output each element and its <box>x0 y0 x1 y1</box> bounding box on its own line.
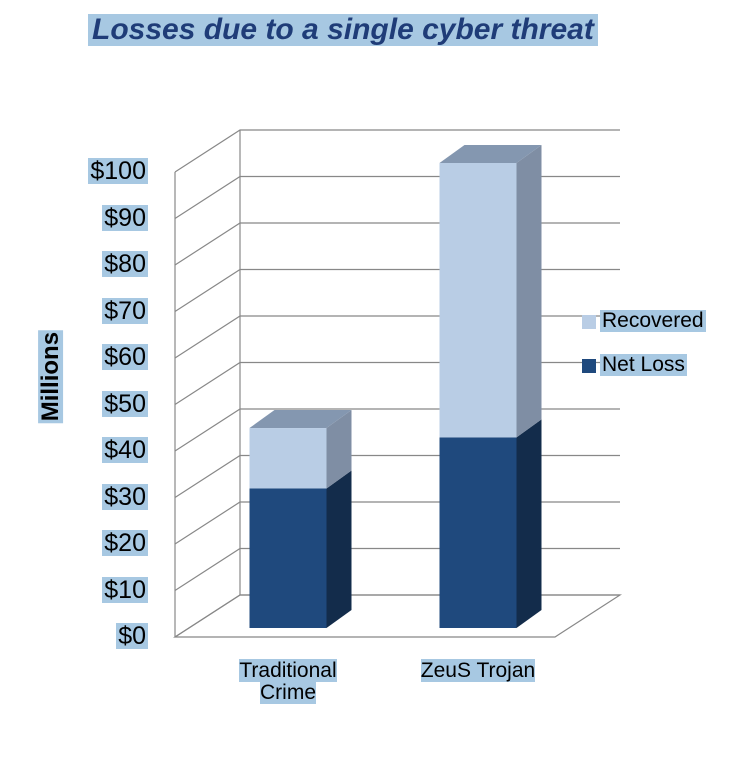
bar-top <box>439 145 542 163</box>
chart-title: Losses due to a single cyber threat <box>88 14 598 46</box>
x-tick-label: Traditional Crime <box>218 659 358 705</box>
y-tick-label: $10 <box>102 575 148 604</box>
y-tick-label: $80 <box>102 250 148 278</box>
floor <box>172 594 623 638</box>
bar <box>249 488 327 628</box>
y-tick-label: $20 <box>102 529 148 557</box>
grid-line <box>174 175 620 220</box>
bar-top <box>249 410 352 429</box>
bar-side <box>516 419 542 628</box>
grid-line <box>174 594 620 638</box>
y-tick-label: $70 <box>102 296 148 325</box>
bar <box>439 437 517 628</box>
x-tick-label: ZeuS Trojan <box>408 659 548 682</box>
grid-line <box>174 501 620 545</box>
y-tick-label: $50 <box>102 389 148 418</box>
y-tick-label: $30 <box>102 482 148 511</box>
grid-line <box>174 268 620 313</box>
y-tick-label: $0 <box>116 622 148 650</box>
bar-side <box>326 410 352 489</box>
grid-line <box>174 129 620 173</box>
y-tick-label: $90 <box>102 203 148 232</box>
y-tick-label: $40 <box>102 436 148 464</box>
legend-label: Recovered <box>600 309 706 333</box>
grid-line <box>174 315 620 359</box>
y-axis-title: Millions <box>37 329 65 424</box>
x-tick-text: ZeuS Trojan <box>420 659 536 682</box>
legend-label: Net Loss <box>600 353 687 377</box>
legend-swatch <box>582 315 596 329</box>
legend-swatch <box>582 359 596 373</box>
bar-side <box>326 470 352 628</box>
x-tick-text: Traditional Crime <box>239 659 337 705</box>
y-tick-label: $100 <box>88 157 148 185</box>
grid-line <box>174 222 620 266</box>
bar <box>439 163 517 438</box>
grid-line <box>174 361 620 406</box>
bar <box>249 428 327 489</box>
grid-line <box>174 408 620 452</box>
grid-line <box>174 547 620 592</box>
y-tick-label: $60 <box>102 343 148 371</box>
bar-side <box>516 145 542 438</box>
grid-line <box>174 454 620 499</box>
